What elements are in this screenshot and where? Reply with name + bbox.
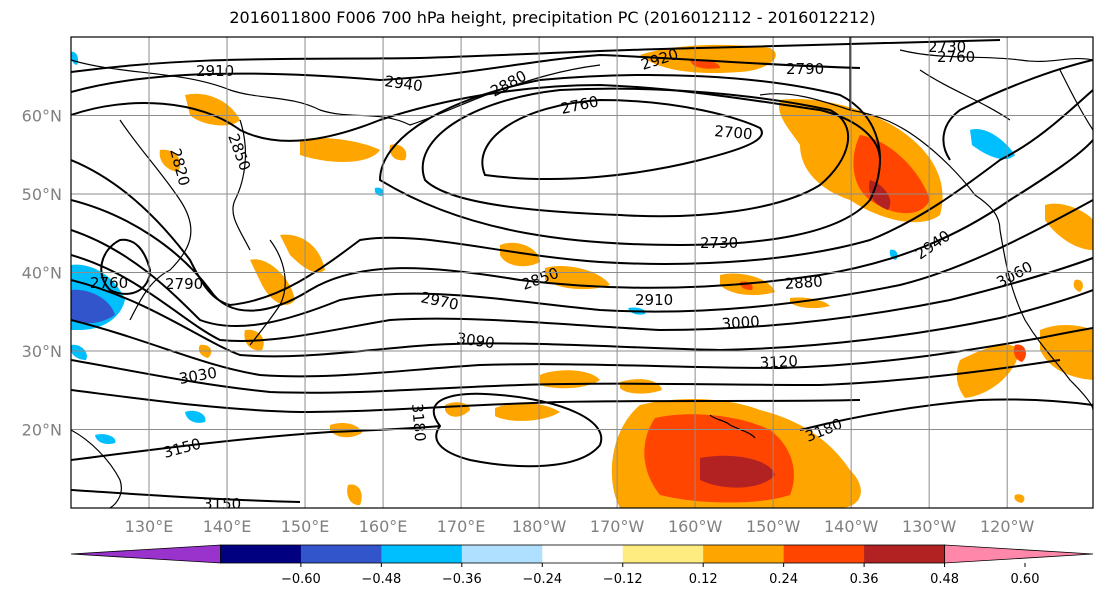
contour-label: 2700 [714,122,754,143]
contour-label: 2760 [90,274,128,292]
contour-label: 2730 [928,38,966,56]
contour-label: 2910 [635,291,673,309]
contour-label: 2790 [165,275,203,293]
lon-tick-label: 150°E [281,517,330,536]
lon-tick-label: 170°W [590,517,645,536]
lon-tick-label: 180°W [512,517,567,536]
contour-label: 2880 [784,272,823,293]
colorbar-bin [300,545,382,563]
contour-label: 2940 [383,72,423,95]
colorbar-label: 0.12 [689,572,718,587]
graticule [71,37,1093,508]
contour-label: 3150 [203,495,241,513]
colorbar-outline [220,544,945,564]
longitude-labels: 130°E 140°E 150°E 160°E 170°E 180°W 170°W 160°W… [125,517,1035,536]
colorbar-label: −0.36 [442,572,482,587]
colorbar-extend-low [70,544,221,564]
colorbar-bin [542,545,624,563]
lat-tick-label: 50°N [22,185,62,204]
lon-tick-label: 140°W [824,517,879,536]
colorbar-label: −0.48 [361,572,401,587]
contour-label: 2730 [700,234,738,252]
colorbar-bin [220,545,302,563]
contour-label: 3090 [455,329,495,352]
colorbar-bin [461,545,543,563]
colorbar-label: −0.12 [603,572,643,587]
lat-tick-label: 30°N [22,342,62,361]
lon-tick-label: 140°E [203,517,252,536]
lon-tick-label: 160°W [668,517,723,536]
colorbar-bin [864,545,946,563]
lon-tick-label: 150°W [746,517,801,536]
lon-tick-label: 120°W [980,517,1035,536]
lon-tick-label: 170°E [437,517,486,536]
colorbar-label: 0.60 [1011,572,1040,587]
latitude-labels: 60°N 50°N 40°N 30°N 20°N [22,107,62,440]
map-title: 2016011800 F006 700 hPa height, precipit… [229,8,876,27]
colorbar-label: −0.60 [281,572,321,587]
map-frame [70,36,1094,509]
contour-label: 2910 [196,62,234,80]
colorbar-label: 0.48 [930,572,959,587]
lat-tick-label: 40°N [22,264,62,283]
colorbar-bin [703,545,785,563]
contour-label: 3180 [408,403,429,443]
contour-label: 3120 [759,352,798,372]
contour-label: 2790 [786,60,824,78]
lon-tick-label: 160°E [359,517,408,536]
contour-label: 2760 [937,48,975,66]
colorbar-bin [783,545,865,563]
lat-tick-label: 20°N [22,421,62,440]
colorbar-label: −0.24 [522,572,562,587]
colorbar-label: 0.24 [769,572,798,587]
lon-tick-label: 130°W [902,517,957,536]
colorbar-label: 0.36 [850,572,879,587]
precip-negative-areas [71,51,1015,445]
contour-label: 3000 [721,312,760,333]
colorbar-extend-high [944,544,1094,564]
colorbar-bin [622,545,704,563]
lon-tick-label: 130°E [125,517,174,536]
lat-tick-label: 60°N [22,107,62,126]
colorbar-bin [381,545,463,563]
colorbar: −0.60 −0.48 −0.36 −0.24 −0.12 0.12 0.24 0.36 0.4… [70,544,1094,587]
